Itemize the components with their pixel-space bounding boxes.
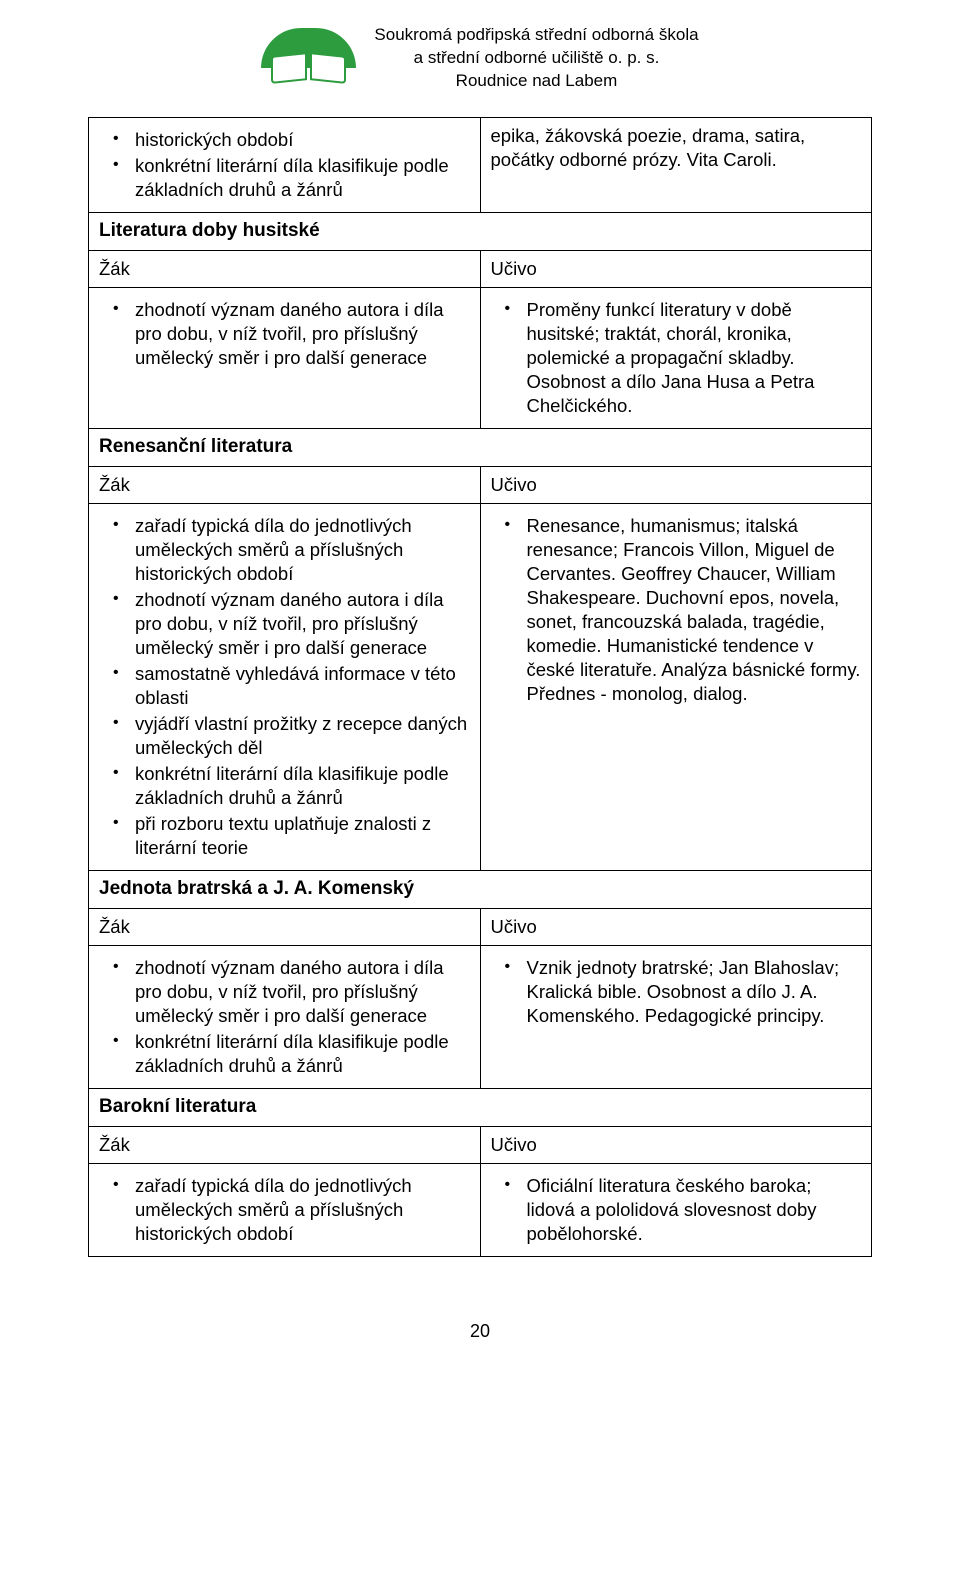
cell-right: Oficiální literatura českého baroka; lid… [480,1164,872,1257]
list-item: zhodnotí význam daného autora i díla pro… [129,298,470,370]
school-logo [261,28,356,88]
curriculum-table: historických období konkrétní literární … [88,117,872,1257]
cell-right: Proměny funkcí literatury v době husitsk… [480,287,872,428]
list-item: při rozboru textu uplatňuje znalosti z l… [129,812,470,860]
section-heading-row: Literatura doby husitské [89,212,872,250]
cell-right: Vznik jednoty bratrské; Jan Blahoslav; K… [480,946,872,1089]
zak-label: Žák [89,1126,481,1163]
list-item: zhodnotí význam daného autora i díla pro… [129,956,470,1028]
list-item: Vznik jednoty bratrské; Jan Blahoslav; K… [521,956,862,1028]
bullet-list: Vznik jednoty bratrské; Jan Blahoslav; K… [491,956,862,1028]
cell-left: zařadí typická díla do jednotlivých uměl… [89,503,481,871]
table-row: zhodnotí význam daného autora i díla pro… [89,946,872,1089]
zak-label: Žák [89,466,481,503]
cell-text: epika, žákovská poezie, drama, satira, p… [491,125,806,170]
page-number: 20 [0,1297,960,1370]
list-item: vyjádří vlastní prožitky z recepce danýc… [129,712,470,760]
zak-label: Žák [89,250,481,287]
table-row: zařadí typická díla do jednotlivých uměl… [89,1164,872,1257]
bullet-list: Proměny funkcí literatury v době husitsk… [491,298,862,418]
section-heading: Jednota bratrská a J. A. Komenský [89,871,872,909]
ucivo-label: Učivo [480,909,872,946]
section-heading: Literatura doby husitské [89,212,872,250]
zak-ucivo-row: Žák Učivo [89,1126,872,1163]
bullet-list: zhodnotí význam daného autora i díla pro… [99,956,470,1078]
zak-ucivo-row: Žák Učivo [89,466,872,503]
section-heading-row: Renesanční literatura [89,428,872,466]
list-item: konkrétní literární díla klasifikuje pod… [129,762,470,810]
school-line-1: Soukromá podřipská střední odborná škola [374,24,698,47]
content-area: historických období konkrétní literární … [0,103,960,1297]
list-item: zařadí typická díla do jednotlivých uměl… [129,514,470,586]
school-name-block: Soukromá podřipská střední odborná škola… [374,24,698,93]
section-heading: Barokní literatura [89,1089,872,1127]
list-item: zařadí typická díla do jednotlivých uměl… [129,1174,470,1246]
school-line-2: a střední odborné učiliště o. p. s. [374,47,698,70]
bullet-list: zhodnotí význam daného autora i díla pro… [99,298,470,370]
list-item: Oficiální literatura českého baroka; lid… [521,1174,862,1246]
zak-label: Žák [89,909,481,946]
table-row: zařadí typická díla do jednotlivých uměl… [89,503,872,871]
table-row: historických období konkrétní literární … [89,117,872,212]
bullet-list: Oficiální literatura českého baroka; lid… [491,1174,862,1246]
table-row: zhodnotí význam daného autora i díla pro… [89,287,872,428]
cell-left: zařadí typická díla do jednotlivých uměl… [89,1164,481,1257]
ucivo-label: Učivo [480,250,872,287]
section-heading-row: Barokní literatura [89,1089,872,1127]
bullet-list: historických období konkrétní literární … [99,128,470,202]
list-item: konkrétní literární díla klasifikuje pod… [129,1030,470,1078]
bullet-list: Renesance, humanismus; italská renesance… [491,514,862,706]
section-heading-row: Jednota bratrská a J. A. Komenský [89,871,872,909]
cell-left: historických období konkrétní literární … [89,117,481,212]
section-heading: Renesanční literatura [89,428,872,466]
cell-left: zhodnotí význam daného autora i díla pro… [89,946,481,1089]
zak-ucivo-row: Žák Učivo [89,909,872,946]
list-item: zhodnotí význam daného autora i díla pro… [129,588,470,660]
cell-right: Renesance, humanismus; italská renesance… [480,503,872,871]
zak-ucivo-row: Žák Učivo [89,250,872,287]
list-item: historických období [129,128,470,152]
ucivo-label: Učivo [480,466,872,503]
cell-right: epika, žákovská poezie, drama, satira, p… [480,117,872,212]
list-item: Renesance, humanismus; italská renesance… [521,514,862,706]
bullet-list: zařadí typická díla do jednotlivých uměl… [99,1174,470,1246]
bullet-list: zařadí typická díla do jednotlivých uměl… [99,514,470,861]
cell-left: zhodnotí význam daného autora i díla pro… [89,287,481,428]
page-header: Soukromá podřipská střední odborná škola… [0,0,960,103]
list-item: konkrétní literární díla klasifikuje pod… [129,154,470,202]
school-line-3: Roudnice nad Labem [374,70,698,93]
ucivo-label: Učivo [480,1126,872,1163]
list-item: samostatně vyhledává informace v této ob… [129,662,470,710]
list-item: Proměny funkcí literatury v době husitsk… [521,298,862,418]
